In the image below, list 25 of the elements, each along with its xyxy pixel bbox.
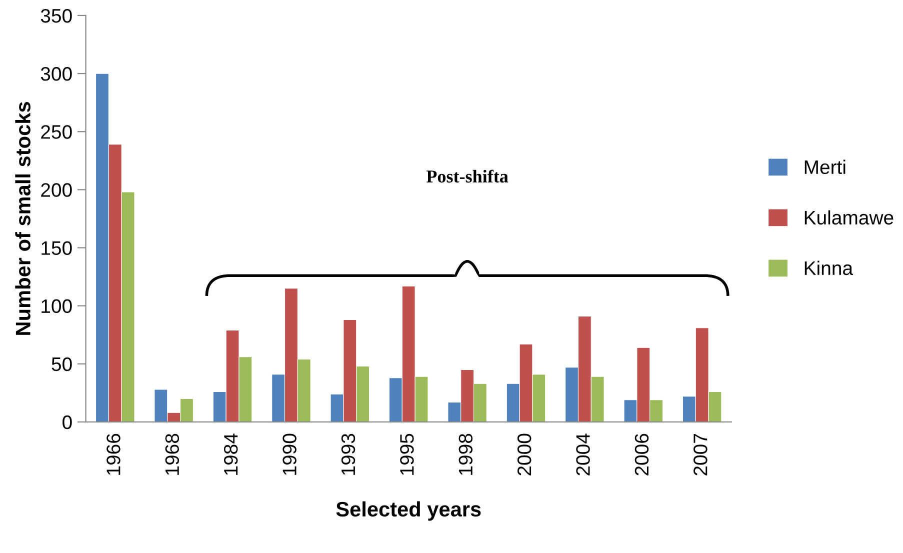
x-tick-label: 2004 bbox=[576, 434, 590, 476]
x-tick-label: 1995 bbox=[400, 434, 414, 475]
y-tick-label: 300 bbox=[40, 67, 72, 81]
legend-label: Merti bbox=[804, 160, 846, 174]
x-tick-label: 2007 bbox=[694, 434, 708, 476]
x-tick-label: 1984 bbox=[224, 434, 238, 475]
x-tick-label: 2006 bbox=[634, 434, 649, 476]
legend-label: Kinna bbox=[804, 260, 854, 276]
x-tick-label: 1993 bbox=[341, 434, 356, 475]
y-tick-label: 200 bbox=[41, 183, 72, 197]
y-tick-label: 50 bbox=[52, 357, 72, 372]
y-axis-title: Number of small stocks bbox=[15, 102, 30, 335]
x-axis-title: Selected years bbox=[336, 501, 481, 521]
x-tick-label: 1990 bbox=[282, 434, 296, 475]
x-tick-label: 1968 bbox=[165, 434, 180, 475]
y-tick-label: 350 bbox=[40, 8, 72, 23]
legend-label: Kulamawe bbox=[804, 210, 894, 225]
annotation: Post-shifta bbox=[426, 170, 508, 183]
y-tick-label: 250 bbox=[41, 125, 72, 139]
y-tick-label: 0 bbox=[62, 415, 72, 430]
x-tick-label: 2000 bbox=[517, 434, 532, 476]
y-tick-label: 100 bbox=[42, 299, 72, 314]
x-tick-label: 1998 bbox=[458, 434, 473, 475]
y-tick-label: 150 bbox=[42, 241, 72, 255]
x-tick-label: 1966 bbox=[106, 434, 120, 475]
